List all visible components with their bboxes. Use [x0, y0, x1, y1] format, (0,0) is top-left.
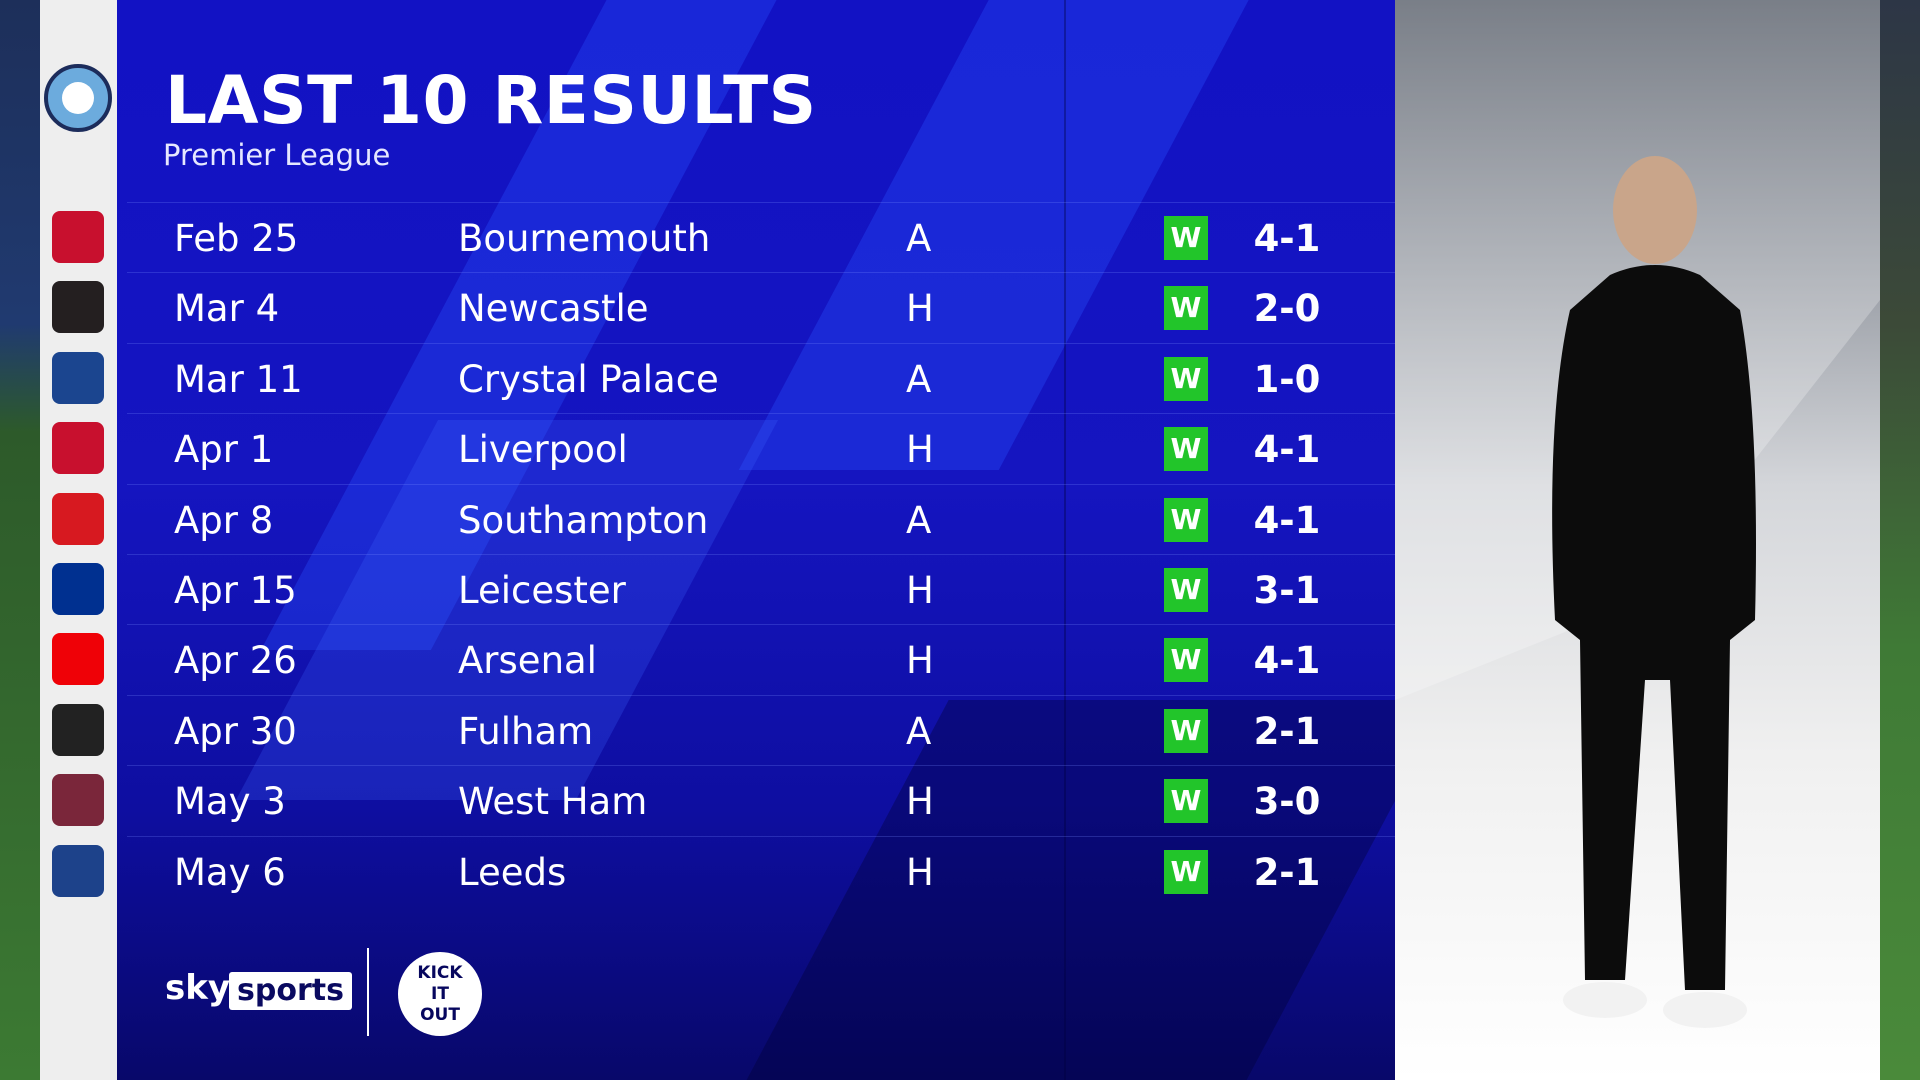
result-badge: W	[1164, 216, 1208, 260]
opponent-crest-icon	[52, 492, 104, 545]
opponent-name: Liverpool	[458, 428, 628, 472]
venue: H	[906, 850, 934, 894]
match-date: Apr 8	[174, 498, 274, 542]
result-badge: W	[1164, 427, 1208, 472]
opponent-crest-icon	[52, 844, 104, 897]
match-date: Mar 4	[174, 287, 280, 331]
venue: A	[906, 498, 932, 542]
venue: H	[906, 287, 934, 331]
opponent-crest-icon	[52, 563, 104, 615]
match-score: 4-1	[1253, 217, 1321, 260]
opponent-name: Arsenal	[458, 639, 597, 683]
result-row: Mar 11 Crystal Palace A W 1-0	[127, 342, 1395, 414]
match-score: 4-1	[1253, 498, 1321, 542]
opponent-crest-icon	[52, 351, 104, 404]
opponent-name: Leeds	[458, 850, 567, 894]
match-date: Mar 11	[174, 357, 303, 401]
opponent-crest-icon	[52, 703, 104, 756]
manager-photo	[1395, 0, 1880, 1080]
result-badge: W	[1164, 286, 1208, 331]
result-row: Apr 30 Fulham A W 2-1	[127, 694, 1395, 766]
match-score: 2-0	[1253, 287, 1321, 331]
result-badge: W	[1164, 849, 1208, 894]
crest-strip	[40, 0, 117, 1080]
venue: A	[906, 217, 932, 260]
match-date: Apr 26	[174, 639, 297, 683]
result-row: Mar 4 Newcastle H W 2-0	[127, 272, 1395, 343]
opponent-name: Southampton	[458, 498, 709, 542]
match-score: 3-1	[1253, 569, 1321, 612]
sports-logo: sports	[229, 972, 352, 1010]
results-panel: LAST 10 RESULTS Premier League Feb 25 Bou…	[117, 0, 1395, 1080]
match-date: Feb 25	[174, 217, 299, 260]
match-date: Apr 15	[174, 569, 297, 612]
match-score: 3-0	[1253, 780, 1321, 824]
match-score: 1-0	[1253, 357, 1321, 401]
result-row: Apr 15 Leicester H W 3-1	[127, 554, 1395, 625]
manchester-city-crest-icon	[44, 64, 112, 132]
result-badge: W	[1164, 356, 1208, 401]
column-divider	[1064, 0, 1066, 1080]
opponent-crest-icon	[52, 633, 104, 686]
venue: H	[906, 780, 934, 824]
result-badge: W	[1164, 638, 1208, 683]
venue: H	[906, 428, 934, 472]
match-date: Apr 1	[174, 428, 274, 472]
result-row: Apr 8 Southampton A W 4-1	[127, 483, 1395, 555]
venue: A	[906, 357, 932, 401]
result-badge: W	[1164, 779, 1208, 824]
result-row: Apr 26 Arsenal H W 4-1	[127, 624, 1395, 695]
result-badge: W	[1164, 497, 1208, 542]
manager-silhouette-icon	[1395, 0, 1880, 1028]
venue: A	[906, 709, 932, 753]
result-badge: W	[1164, 708, 1208, 753]
match-score: 2-1	[1253, 709, 1321, 753]
venue: H	[906, 639, 934, 683]
match-date: May 3	[174, 780, 286, 824]
opponent-name: Crystal Palace	[458, 357, 719, 401]
page-title: LAST 10 RESULTS	[165, 62, 817, 139]
competition-subtitle: Premier League	[163, 138, 391, 172]
opponent-name: Newcastle	[458, 287, 649, 331]
logo-divider	[367, 948, 369, 1036]
match-score: 2-1	[1253, 850, 1321, 894]
result-row: May 3 West Ham H W 3-0	[127, 765, 1395, 836]
opponent-name: Fulham	[458, 709, 594, 753]
opponent-name: Leicester	[458, 569, 626, 612]
opponent-crest-icon	[52, 281, 104, 334]
venue: H	[906, 569, 934, 612]
opponent-name: West Ham	[458, 780, 648, 824]
match-date: May 6	[174, 850, 286, 894]
stadium-background-left	[0, 0, 40, 1080]
result-row: Apr 1 Liverpool H W 4-1	[127, 413, 1395, 484]
opponent-crest-icon	[52, 422, 104, 475]
match-score: 4-1	[1253, 639, 1321, 683]
kick-it-out-logo: KICK IT OUT	[398, 952, 482, 1036]
stadium-background-right	[1880, 0, 1920, 1080]
result-badge: W	[1164, 568, 1208, 612]
opponent-crest-icon	[52, 774, 104, 827]
result-row: Feb 25 Bournemouth A W 4-1	[127, 202, 1395, 273]
opponent-name: Bournemouth	[458, 217, 711, 260]
result-row: May 6 Leeds H W 2-1	[127, 835, 1395, 907]
opponent-crest-icon	[52, 211, 104, 263]
match-score: 4-1	[1253, 428, 1321, 472]
sky-logo: sky	[165, 968, 231, 1008]
match-date: Apr 30	[174, 709, 297, 753]
